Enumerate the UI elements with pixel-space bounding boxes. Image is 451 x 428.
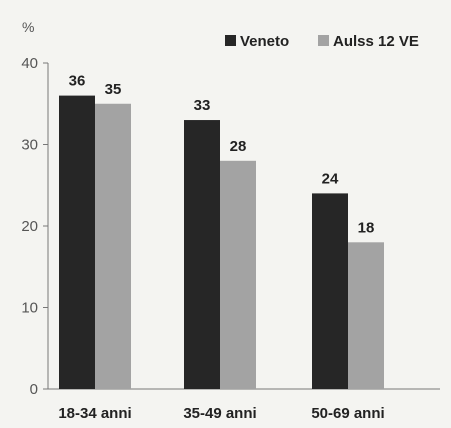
- bar-value-label: 24: [322, 170, 339, 187]
- y-axis-unit-label: %: [22, 19, 34, 35]
- x-category-label: 50-69 anni: [311, 405, 384, 422]
- bar-value-label: 28: [230, 138, 247, 155]
- x-category-label: 18-34 anni: [58, 405, 131, 422]
- bar-veneto-35-49-anni: [184, 120, 220, 389]
- y-axis-ticks: 0 10 20 30 40: [21, 55, 48, 398]
- y-tick-label: 40: [21, 55, 38, 72]
- bar-value-label: 36: [69, 73, 86, 90]
- legend: Veneto Aulss 12 VE: [225, 33, 419, 50]
- bar-aulss-12-ve-50-69-anni: [348, 242, 384, 389]
- bars: [59, 96, 384, 389]
- y-tick-label: 20: [21, 218, 38, 235]
- x-category-label: 35-49 anni: [183, 405, 256, 422]
- y-tick-label: 0: [30, 381, 38, 398]
- bar-veneto-50-69-anni: [312, 193, 348, 389]
- legend-swatch: [318, 35, 329, 46]
- legend-label: Veneto: [240, 33, 289, 50]
- bar-value-label: 18: [358, 219, 375, 236]
- category-labels: 18-34 anni 35-49 anni 50-69 anni: [58, 405, 384, 422]
- legend-swatch: [225, 35, 236, 46]
- bar-aulss-12-ve-35-49-anni: [220, 161, 256, 389]
- bar-value-label: 33: [194, 97, 211, 114]
- bar-aulss-12-ve-18-34-anni: [95, 104, 131, 389]
- y-tick-label: 10: [21, 300, 38, 317]
- legend-label: Aulss 12 VE: [333, 33, 419, 50]
- bar-value-label: 35: [105, 81, 122, 98]
- y-tick-label: 30: [21, 137, 38, 154]
- bar-veneto-18-34-anni: [59, 96, 95, 389]
